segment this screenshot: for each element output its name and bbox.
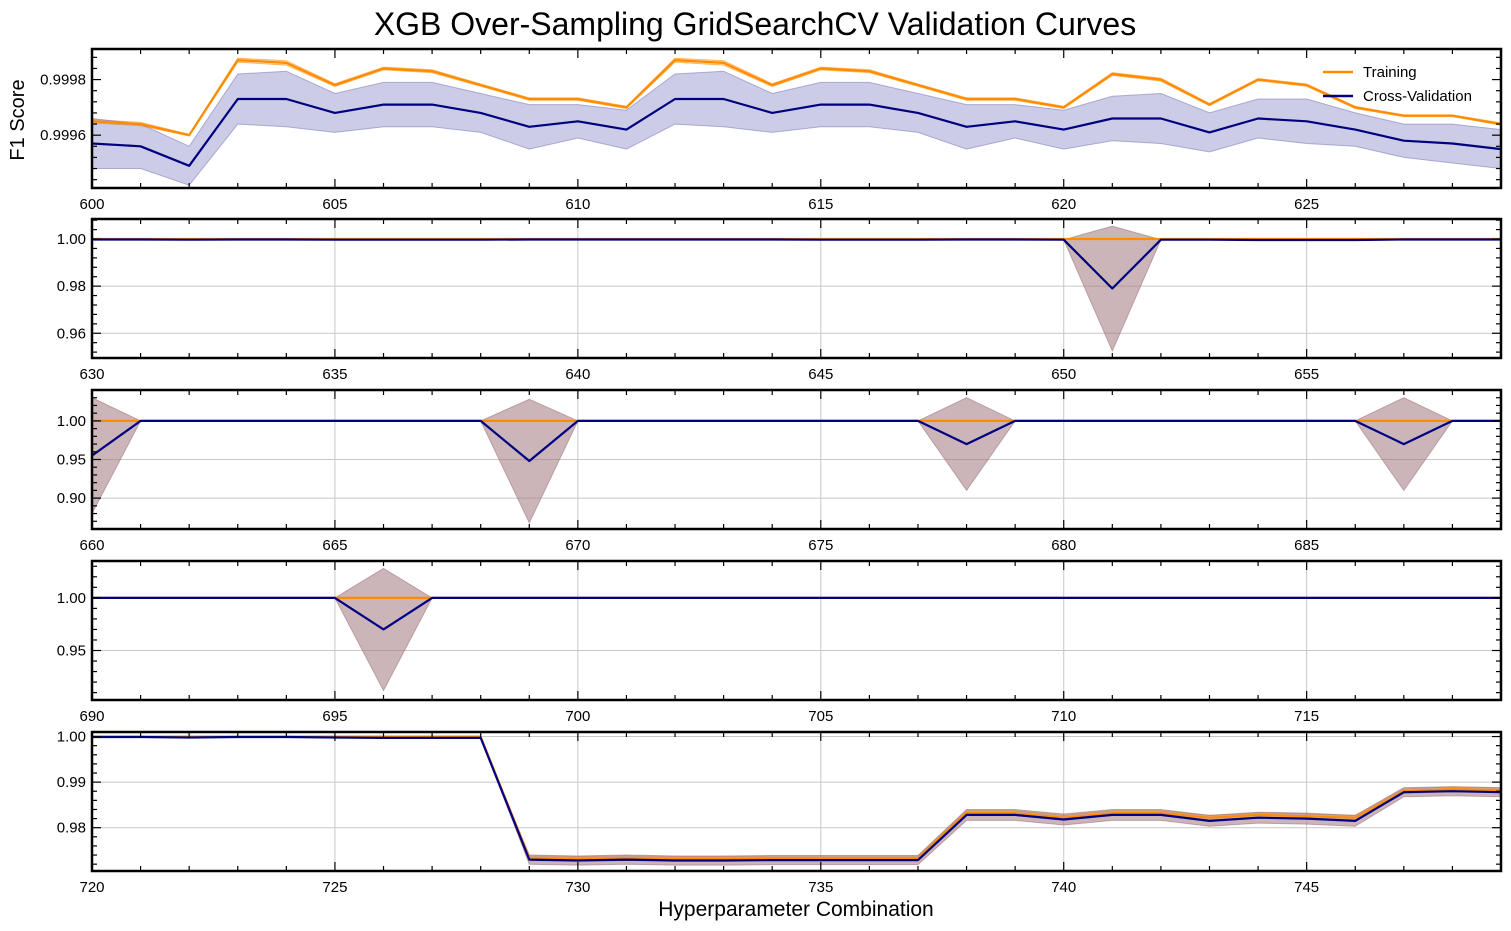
x-tick-label: 645 xyxy=(808,366,833,383)
x-tick-label: 690 xyxy=(79,708,104,725)
x-tick-label: 680 xyxy=(1051,537,1076,554)
panel-5: 720 725 730 735 740 745 0.98 0.99 1.00 xyxy=(57,729,1503,896)
x-tick-label: 720 xyxy=(79,879,104,896)
y-tick-label: 0.9998 xyxy=(40,72,86,89)
cv-std-band xyxy=(92,70,1501,186)
x-tick-label: 600 xyxy=(79,196,104,213)
panel-4: 690 695 700 705 710 715 0.95 1.00 xyxy=(57,559,1503,725)
y-tick-label: 0.9996 xyxy=(40,127,86,144)
panel-frame xyxy=(90,730,1503,873)
x-tick-label: 635 xyxy=(322,366,347,383)
legend: Training Cross-Validation xyxy=(1323,64,1472,105)
y-tick-label: 1.00 xyxy=(57,729,86,746)
legend-cv-label: Cross-Validation xyxy=(1363,88,1472,105)
cv-line xyxy=(92,735,1501,862)
panel-3: 660 665 670 675 680 685 0.90 0.95 1.00 xyxy=(57,388,1503,554)
x-tick-label: 610 xyxy=(565,196,590,213)
y-axis-label: F1 Score xyxy=(7,79,29,160)
x-tick-label: 655 xyxy=(1294,366,1319,383)
x-tick-label: 725 xyxy=(322,879,347,896)
legend-training-label: Training xyxy=(1363,64,1417,81)
panel-frame xyxy=(90,559,1503,702)
figure-title: XGB Over-Sampling GridSearchCV Validatio… xyxy=(374,6,1136,42)
plot-area xyxy=(92,567,1501,692)
x-tick-label: 625 xyxy=(1294,196,1319,213)
y-tick-label: 0.98 xyxy=(57,820,86,837)
x-tick-label: 675 xyxy=(808,537,833,554)
y-tick-label: 1.00 xyxy=(57,413,86,430)
plot-area xyxy=(92,225,1501,353)
cv-line xyxy=(92,596,1501,631)
x-tick-label: 745 xyxy=(1294,879,1319,896)
x-tick-label: 650 xyxy=(1051,366,1076,383)
x-tick-label: 735 xyxy=(808,879,833,896)
panel-frame xyxy=(90,47,1503,190)
y-tick-label: 0.95 xyxy=(57,452,86,469)
x-tick-label: 705 xyxy=(808,708,833,725)
training-line xyxy=(92,735,1501,860)
x-tick-label: 730 xyxy=(565,879,590,896)
training-line xyxy=(92,58,1501,137)
x-tick-label: 630 xyxy=(79,366,104,383)
x-tick-label: 665 xyxy=(322,537,347,554)
y-tick-label: 1.00 xyxy=(57,231,86,248)
y-tick-label: 0.96 xyxy=(57,325,86,342)
x-tick-label: 660 xyxy=(79,537,104,554)
x-axis-label: Hyperparameter Combination xyxy=(658,898,933,921)
x-tick-label: 615 xyxy=(808,196,833,213)
y-tick-label: 0.95 xyxy=(57,643,86,660)
plot-area xyxy=(92,735,1501,866)
training-std-band xyxy=(92,736,1501,862)
y-tick-label: 0.98 xyxy=(57,278,86,295)
y-tick-label: 0.90 xyxy=(57,490,86,507)
x-tick-label: 670 xyxy=(565,537,590,554)
plot-area xyxy=(92,57,1501,186)
x-tick-label: 715 xyxy=(1294,708,1319,725)
y-tick-label: 1.00 xyxy=(57,590,86,607)
x-tick-label: 620 xyxy=(1051,196,1076,213)
cv-std-band xyxy=(92,225,1501,353)
panel-1: 600 605 610 615 620 625 0.9996 0.9998 xyxy=(40,47,1503,213)
plot-area xyxy=(92,397,1501,524)
cv-line xyxy=(92,238,1501,290)
x-tick-label: 605 xyxy=(322,196,347,213)
x-tick-label: 700 xyxy=(565,708,590,725)
cv-std-band xyxy=(92,397,1501,524)
cv-std-band xyxy=(92,567,1501,692)
x-tick-label: 740 xyxy=(1051,879,1076,896)
cv-line xyxy=(92,419,1501,463)
panel-2: 630 635 640 645 650 655 0.96 0.98 1.00 xyxy=(57,217,1503,383)
panel-frame xyxy=(90,217,1503,360)
y-tick-label: 0.99 xyxy=(57,774,86,791)
x-tick-label: 640 xyxy=(565,366,590,383)
x-tick-label: 710 xyxy=(1051,708,1076,725)
x-tick-label: 695 xyxy=(322,708,347,725)
cv-line xyxy=(92,97,1501,167)
cv-std-band xyxy=(92,736,1501,866)
x-tick-label: 685 xyxy=(1294,537,1319,554)
